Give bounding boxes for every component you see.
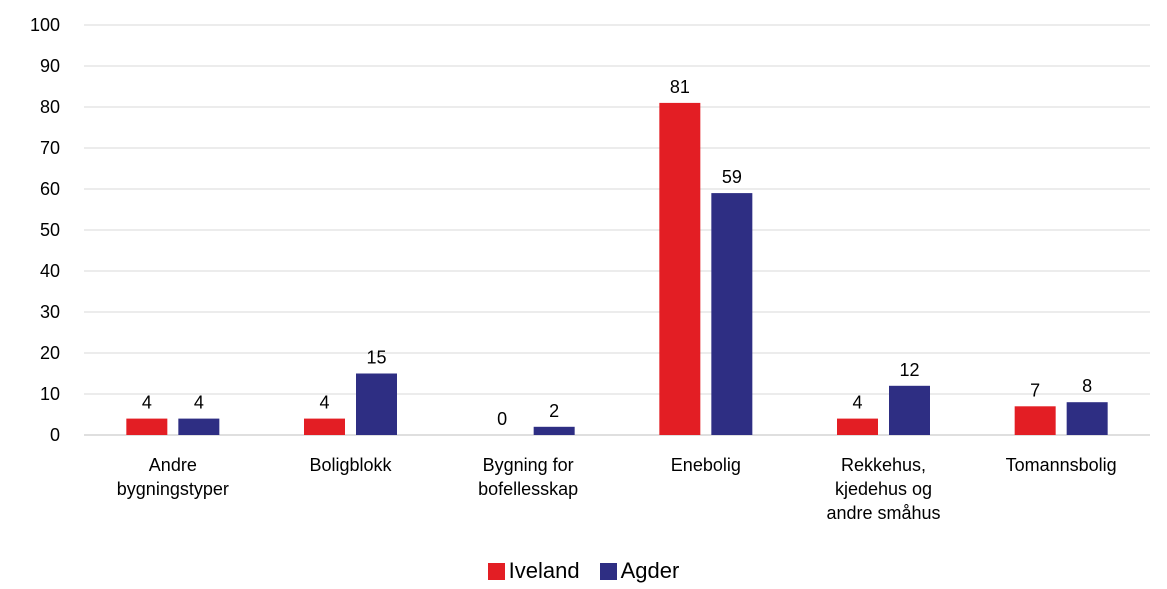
x-category-label: Andre bygningstyper bbox=[117, 455, 229, 499]
data-label: 4 bbox=[194, 393, 204, 413]
bar-agder bbox=[356, 373, 397, 435]
data-label: 0 bbox=[497, 409, 507, 429]
x-axis-category-labels: Andre bygningstyper Boligblokk Bygning for b… bbox=[117, 455, 1117, 523]
legend-label-iveland: Iveland bbox=[508, 558, 580, 583]
data-label: 59 bbox=[722, 167, 742, 187]
data-label: 8 bbox=[1082, 376, 1092, 396]
bar-agder bbox=[1066, 402, 1108, 435]
data-label: 4 bbox=[142, 393, 152, 413]
gridlines bbox=[84, 24, 1150, 436]
data-labels: 4 4 4 15 0 2 81 59 4 12 7 8 bbox=[142, 77, 1092, 429]
data-label: 12 bbox=[899, 360, 919, 380]
legend-item-agder: Agder bbox=[599, 558, 680, 584]
bar-iveland bbox=[304, 418, 345, 435]
bars bbox=[126, 102, 1108, 436]
bar-agder bbox=[533, 426, 575, 435]
x-category-label: Bygning for bofellesskap bbox=[478, 455, 578, 499]
data-label: 7 bbox=[1030, 380, 1040, 400]
data-label: 4 bbox=[852, 393, 862, 413]
bar-iveland bbox=[1014, 406, 1056, 435]
bar-iveland bbox=[126, 418, 168, 435]
y-tick-label: 50 bbox=[40, 220, 60, 240]
data-label: 4 bbox=[319, 393, 329, 413]
y-tick-label: 60 bbox=[40, 179, 60, 199]
data-label: 15 bbox=[366, 348, 386, 368]
legend-item-iveland: Iveland bbox=[487, 558, 580, 584]
legend-swatch-agder bbox=[599, 562, 617, 580]
y-tick-label: 0 bbox=[50, 425, 60, 445]
data-label: 81 bbox=[670, 77, 690, 97]
bar-iveland bbox=[659, 102, 701, 436]
x-category-label: Tomannsbolig bbox=[1006, 455, 1117, 475]
y-axis-tick-labels: 0 10 20 30 40 50 60 70 80 90 100 bbox=[30, 15, 60, 445]
bar-agder bbox=[711, 193, 753, 435]
legend-swatch-iveland bbox=[487, 562, 505, 580]
x-category-label: Boligblokk bbox=[309, 455, 392, 475]
data-label: 2 bbox=[549, 401, 559, 421]
legend: Iveland Agder bbox=[0, 558, 1167, 584]
bar-iveland bbox=[837, 418, 878, 435]
y-tick-label: 40 bbox=[40, 261, 60, 281]
y-tick-label: 80 bbox=[40, 97, 60, 117]
y-tick-label: 30 bbox=[40, 302, 60, 322]
y-tick-label: 20 bbox=[40, 343, 60, 363]
y-tick-label: 90 bbox=[40, 56, 60, 76]
x-category-label: Rekkehus, kjedehus og andre småhus bbox=[826, 455, 940, 523]
y-tick-label: 10 bbox=[40, 384, 60, 404]
bar-agder bbox=[889, 385, 930, 435]
y-tick-label: 70 bbox=[40, 138, 60, 158]
y-tick-label: 100 bbox=[30, 15, 60, 35]
legend-label-agder: Agder bbox=[620, 558, 680, 583]
bar-agder bbox=[178, 418, 220, 435]
x-category-label: Enebolig bbox=[671, 455, 741, 475]
